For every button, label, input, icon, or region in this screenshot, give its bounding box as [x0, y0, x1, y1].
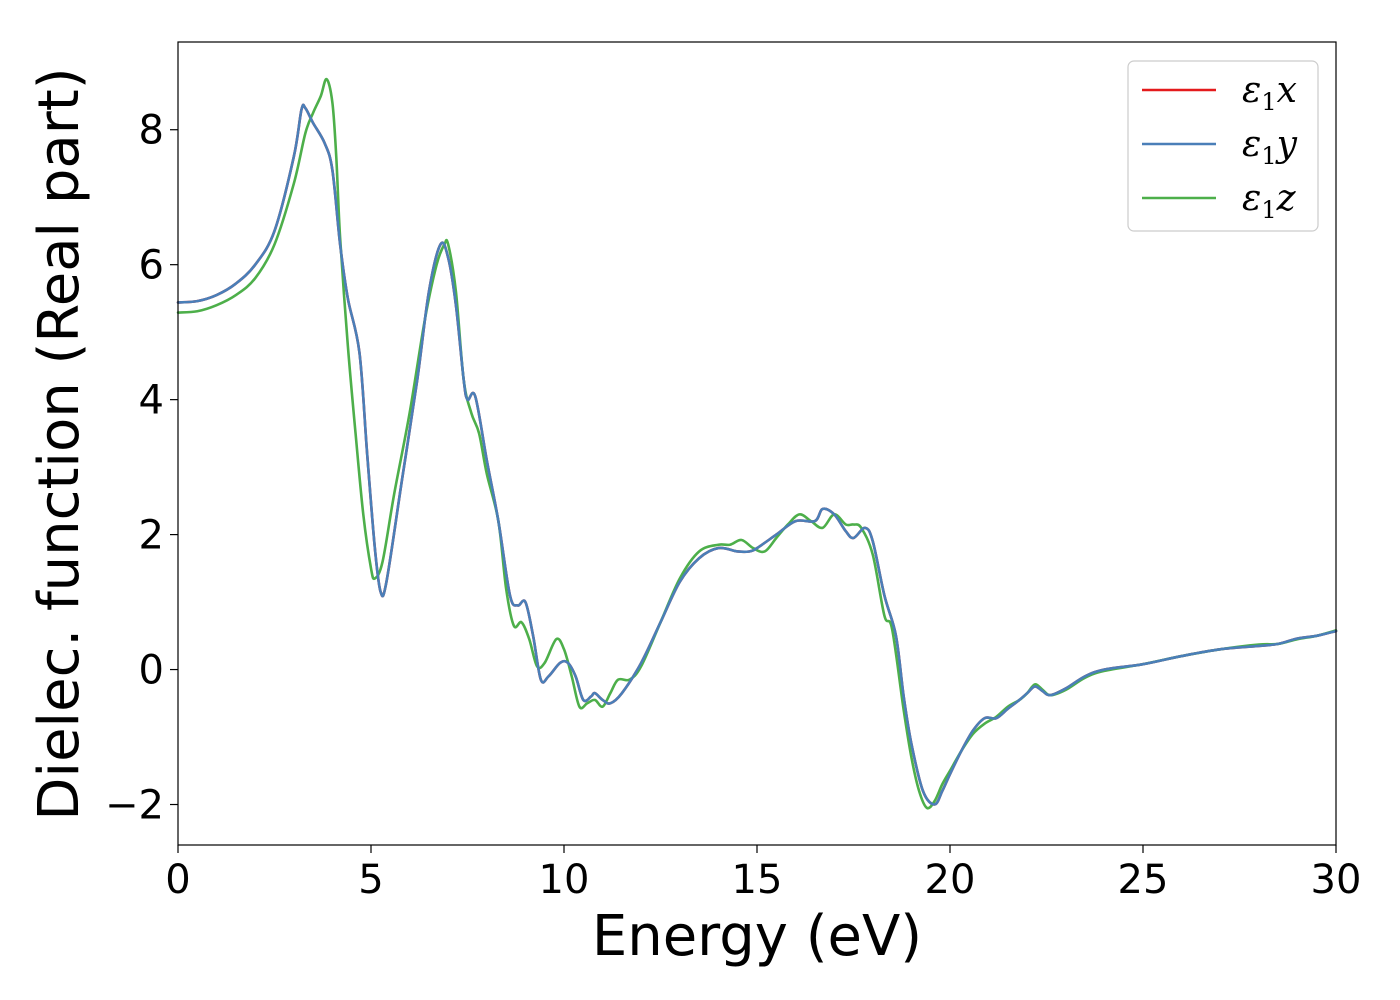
y-tick-label: −2	[105, 783, 164, 829]
x-axis-ticks: 0 5 10 15 20 25 30	[165, 845, 1361, 903]
y-axis-ticks: −2 0 2 4 6 8	[105, 108, 178, 829]
x-tick-label: 20	[925, 857, 976, 903]
y-tick-label: 4	[139, 378, 164, 424]
x-tick-label: 15	[732, 857, 783, 903]
legend: ε1x ε1y ε1z	[1127, 60, 1319, 232]
legend-label-x: ε1x	[1242, 70, 1297, 116]
y-tick-label: 6	[139, 243, 164, 289]
x-tick-label: 30	[1311, 857, 1362, 903]
x-axis-title: Energy (eV)	[592, 904, 922, 969]
y-tick-label: 8	[139, 108, 164, 154]
x-tick-label: 5	[358, 857, 383, 903]
x-tick-label: 10	[539, 857, 590, 903]
y-axis-title: Dielec. function (Real part)	[27, 67, 92, 820]
x-tick-label: 25	[1118, 857, 1169, 903]
legend-box	[1127, 60, 1319, 232]
x-tick-label: 0	[165, 857, 190, 903]
series-line-y	[176, 103, 1338, 806]
y-tick-label: 2	[139, 513, 164, 559]
plot-frame	[177, 41, 1337, 846]
plot-series	[176, 77, 1338, 810]
y-tick-label: 0	[139, 648, 164, 694]
legend-label-y: ε1y	[1242, 124, 1298, 170]
legend-label-z: ε1z	[1242, 178, 1297, 224]
